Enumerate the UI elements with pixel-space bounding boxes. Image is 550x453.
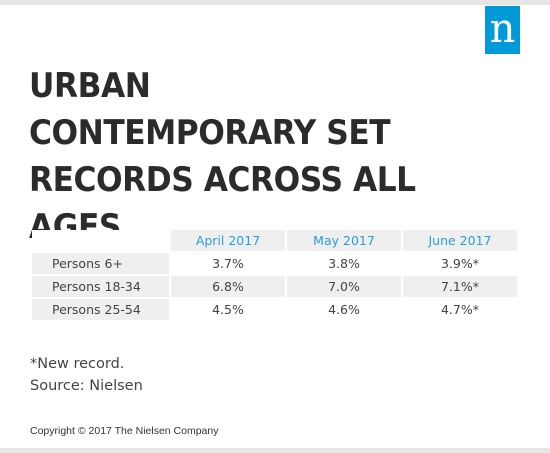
table-cell: 4.7%* — [440, 302, 479, 317]
table-cell: 4.6% — [328, 302, 360, 317]
table-row: Persons 18-34 6.8% 7.0% 7.1%* — [32, 276, 517, 297]
table-cell: 4.5% — [212, 302, 244, 317]
page-title: URBAN CONTEMPORARY SET RECORDS ACROSS AL… — [29, 66, 416, 247]
table-header-row: April 2017 May 2017 June 2017 — [32, 230, 517, 251]
table-cell: 3.7% — [212, 256, 244, 271]
ratings-table: April 2017 May 2017 June 2017 Persons 6+… — [30, 228, 519, 322]
bottom-divider — [0, 448, 550, 453]
column-header: April 2017 — [171, 230, 285, 251]
row-label: Persons 18-34 — [32, 276, 169, 297]
table-cell: 6.8% — [171, 276, 285, 297]
table-cell: 3.9%* — [440, 256, 479, 271]
new-record-note: *New record. — [30, 356, 125, 372]
table-row: Persons 25-54 4.5% 4.6% 4.7%* — [32, 299, 517, 320]
logo-letter: n — [489, 6, 516, 52]
top-divider — [0, 0, 550, 5]
column-header: May 2017 — [287, 230, 401, 251]
header-corner — [32, 230, 169, 251]
source-note: Source: Nielsen — [30, 378, 143, 394]
table-cell: 7.0% — [287, 276, 401, 297]
table-row: Persons 6+ 3.7% 3.8% 3.9%* — [32, 253, 517, 274]
footnotes: *New record. Source: Nielsen — [30, 353, 143, 397]
column-header: June 2017 — [403, 230, 517, 251]
table-cell: 3.8% — [328, 256, 360, 271]
copyright-text: Copyright © 2017 The Nielsen Company — [30, 425, 219, 437]
row-label: Persons 6+ — [32, 253, 169, 274]
row-label: Persons 25-54 — [32, 299, 169, 320]
nielsen-logo: n — [485, 6, 520, 54]
table-cell: 7.1%* — [403, 276, 517, 297]
